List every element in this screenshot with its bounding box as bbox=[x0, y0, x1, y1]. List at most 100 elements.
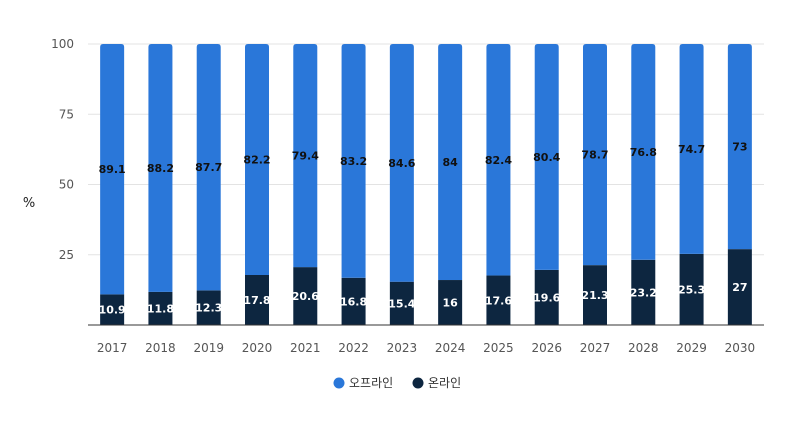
legend-swatch bbox=[333, 377, 345, 389]
bar-stack-2022[interactable]: 16.8 83.2 bbox=[340, 44, 367, 325]
bar-segment-online-2029[interactable] bbox=[679, 253, 704, 325]
legend-item-online[interactable]: 온라인 bbox=[412, 376, 462, 390]
bar-stack-2023[interactable]: 15.4 84.6 bbox=[388, 44, 416, 325]
bar-segment-offline-2023[interactable] bbox=[389, 44, 414, 282]
bar-segment-online-2022[interactable] bbox=[341, 277, 366, 325]
x-tick-label: 2029 bbox=[676, 341, 707, 355]
bar-stack-2021[interactable]: 20.6 79.4 bbox=[292, 44, 319, 325]
x-tick-label: 2026 bbox=[531, 341, 562, 355]
bar-segment-online-2028[interactable] bbox=[631, 259, 656, 325]
bar-segment-offline-2021[interactable] bbox=[293, 44, 318, 268]
bar-segment-offline-2018[interactable] bbox=[148, 44, 173, 292]
x-tick-label: 2025 bbox=[483, 341, 514, 355]
data-label: 84.6 bbox=[388, 157, 415, 170]
data-label: 79.4 bbox=[292, 150, 319, 163]
bar-stack-2028[interactable]: 23.2 76.8 bbox=[630, 44, 657, 325]
data-label: 76.8 bbox=[630, 146, 657, 159]
bar-stack-2026[interactable]: 19.6 80.4 bbox=[533, 44, 561, 325]
legend-item-offline[interactable]: 오프라인 bbox=[333, 376, 394, 390]
legend-label: 온라인 bbox=[428, 376, 461, 390]
data-label: 89.1 bbox=[99, 163, 126, 176]
bars: 10.9 89.1 11.8 88.2 12.3 87.7 17.8 82.2 20.6 79.4… bbox=[99, 44, 752, 325]
x-tick-label: 2017 bbox=[97, 341, 128, 355]
data-label: 21.3 bbox=[581, 289, 608, 302]
bar-stack-2019[interactable]: 12.3 87.7 bbox=[195, 44, 222, 325]
data-label: 82.2 bbox=[243, 153, 270, 166]
bar-segment-online-2018[interactable] bbox=[148, 291, 173, 325]
legend-swatch bbox=[412, 377, 424, 389]
gridlines bbox=[88, 43, 764, 256]
y-axis: 25 50 75 100 bbox=[51, 37, 74, 262]
x-tick-label: 2024 bbox=[435, 341, 466, 355]
x-tick-label: 2030 bbox=[725, 341, 756, 355]
data-label: 10.9 bbox=[99, 304, 126, 317]
x-tick-label: 2020 bbox=[242, 341, 273, 355]
x-tick-label: 2027 bbox=[580, 341, 611, 355]
data-label: 74.7 bbox=[678, 143, 705, 156]
bar-segment-offline-2025[interactable] bbox=[486, 44, 511, 276]
bar-segment-offline-2030[interactable] bbox=[727, 44, 752, 250]
bar-segment-online-2020[interactable] bbox=[245, 274, 269, 325]
data-label: 83.2 bbox=[340, 155, 367, 168]
data-label: 16.8 bbox=[340, 295, 367, 308]
data-label: 73 bbox=[732, 141, 747, 154]
data-label: 17.8 bbox=[243, 294, 270, 307]
bar-segment-offline-2017[interactable] bbox=[100, 44, 125, 295]
data-label: 23.2 bbox=[630, 286, 657, 299]
bar-stack-2025[interactable]: 17.6 82.4 bbox=[485, 44, 512, 325]
legend[interactable]: 오프라인 온라인 bbox=[333, 376, 462, 390]
bar-segment-offline-2024[interactable] bbox=[438, 44, 463, 281]
data-label: 15.4 bbox=[388, 297, 415, 310]
bar-stack-2030[interactable]: 27 73 bbox=[727, 44, 752, 325]
data-label: 16 bbox=[442, 297, 458, 310]
bar-segment-online-2024[interactable] bbox=[438, 280, 463, 325]
x-tick-label: 2022 bbox=[338, 341, 369, 355]
x-axis: 2017 2018 2019 2020 2021 2022 2023 2024 2025 2026… bbox=[97, 341, 755, 355]
x-tick-label: 2019 bbox=[193, 341, 224, 355]
data-label: 82.4 bbox=[485, 154, 512, 167]
data-label: 19.6 bbox=[533, 291, 560, 304]
bar-stack-2029[interactable]: 25.3 74.7 bbox=[678, 44, 705, 325]
bar-stack-2018[interactable]: 11.8 88.2 bbox=[147, 44, 174, 325]
bar-segment-online-2027[interactable] bbox=[583, 265, 607, 325]
bar-segment-offline-2022[interactable] bbox=[341, 44, 366, 278]
bar-segment-offline-2029[interactable] bbox=[679, 44, 704, 254]
data-label: 11.8 bbox=[147, 302, 174, 315]
y-tick-label: 100 bbox=[51, 37, 74, 51]
bar-segment-online-2021[interactable] bbox=[293, 267, 318, 325]
bar-segment-online-2026[interactable] bbox=[534, 269, 559, 325]
bar-segment-offline-2027[interactable] bbox=[583, 44, 607, 266]
bar-segment-online-2019[interactable] bbox=[196, 290, 221, 325]
y-tick-label: 75 bbox=[59, 107, 74, 121]
bar-segment-offline-2020[interactable] bbox=[245, 44, 269, 275]
bar-segment-offline-2026[interactable] bbox=[534, 44, 559, 270]
bar-segment-offline-2028[interactable] bbox=[631, 44, 656, 260]
data-label: 87.7 bbox=[195, 161, 222, 174]
data-label: 78.7 bbox=[581, 149, 608, 162]
y-tick-label: 50 bbox=[59, 178, 74, 192]
x-tick-label: 2023 bbox=[387, 341, 418, 355]
x-tick-label: 2028 bbox=[628, 341, 659, 355]
bar-stack-2027[interactable]: 21.3 78.7 bbox=[581, 44, 609, 325]
data-label: 80.4 bbox=[533, 151, 560, 164]
bar-segment-offline-2019[interactable] bbox=[196, 44, 221, 291]
bar-segment-online-2030[interactable] bbox=[727, 249, 752, 325]
bar-segment-online-2017[interactable] bbox=[100, 294, 125, 325]
bar-stack-2020[interactable]: 17.8 82.2 bbox=[243, 44, 271, 325]
data-label: 25.3 bbox=[678, 283, 705, 296]
x-tick-label: 2021 bbox=[290, 341, 321, 355]
data-label: 20.6 bbox=[292, 290, 319, 303]
bar-segment-online-2023[interactable] bbox=[389, 281, 414, 325]
data-label: 88.2 bbox=[147, 162, 174, 175]
legend-label: 오프라인 bbox=[349, 376, 393, 390]
bar-stack-2017[interactable]: 10.9 89.1 bbox=[99, 44, 126, 325]
bar-segment-online-2025[interactable] bbox=[486, 275, 511, 325]
data-label: 84 bbox=[442, 156, 458, 169]
data-label: 12.3 bbox=[195, 302, 222, 315]
data-label: 17.6 bbox=[485, 294, 512, 307]
data-label: 27 bbox=[732, 281, 747, 294]
x-tick-label: 2018 bbox=[145, 341, 176, 355]
